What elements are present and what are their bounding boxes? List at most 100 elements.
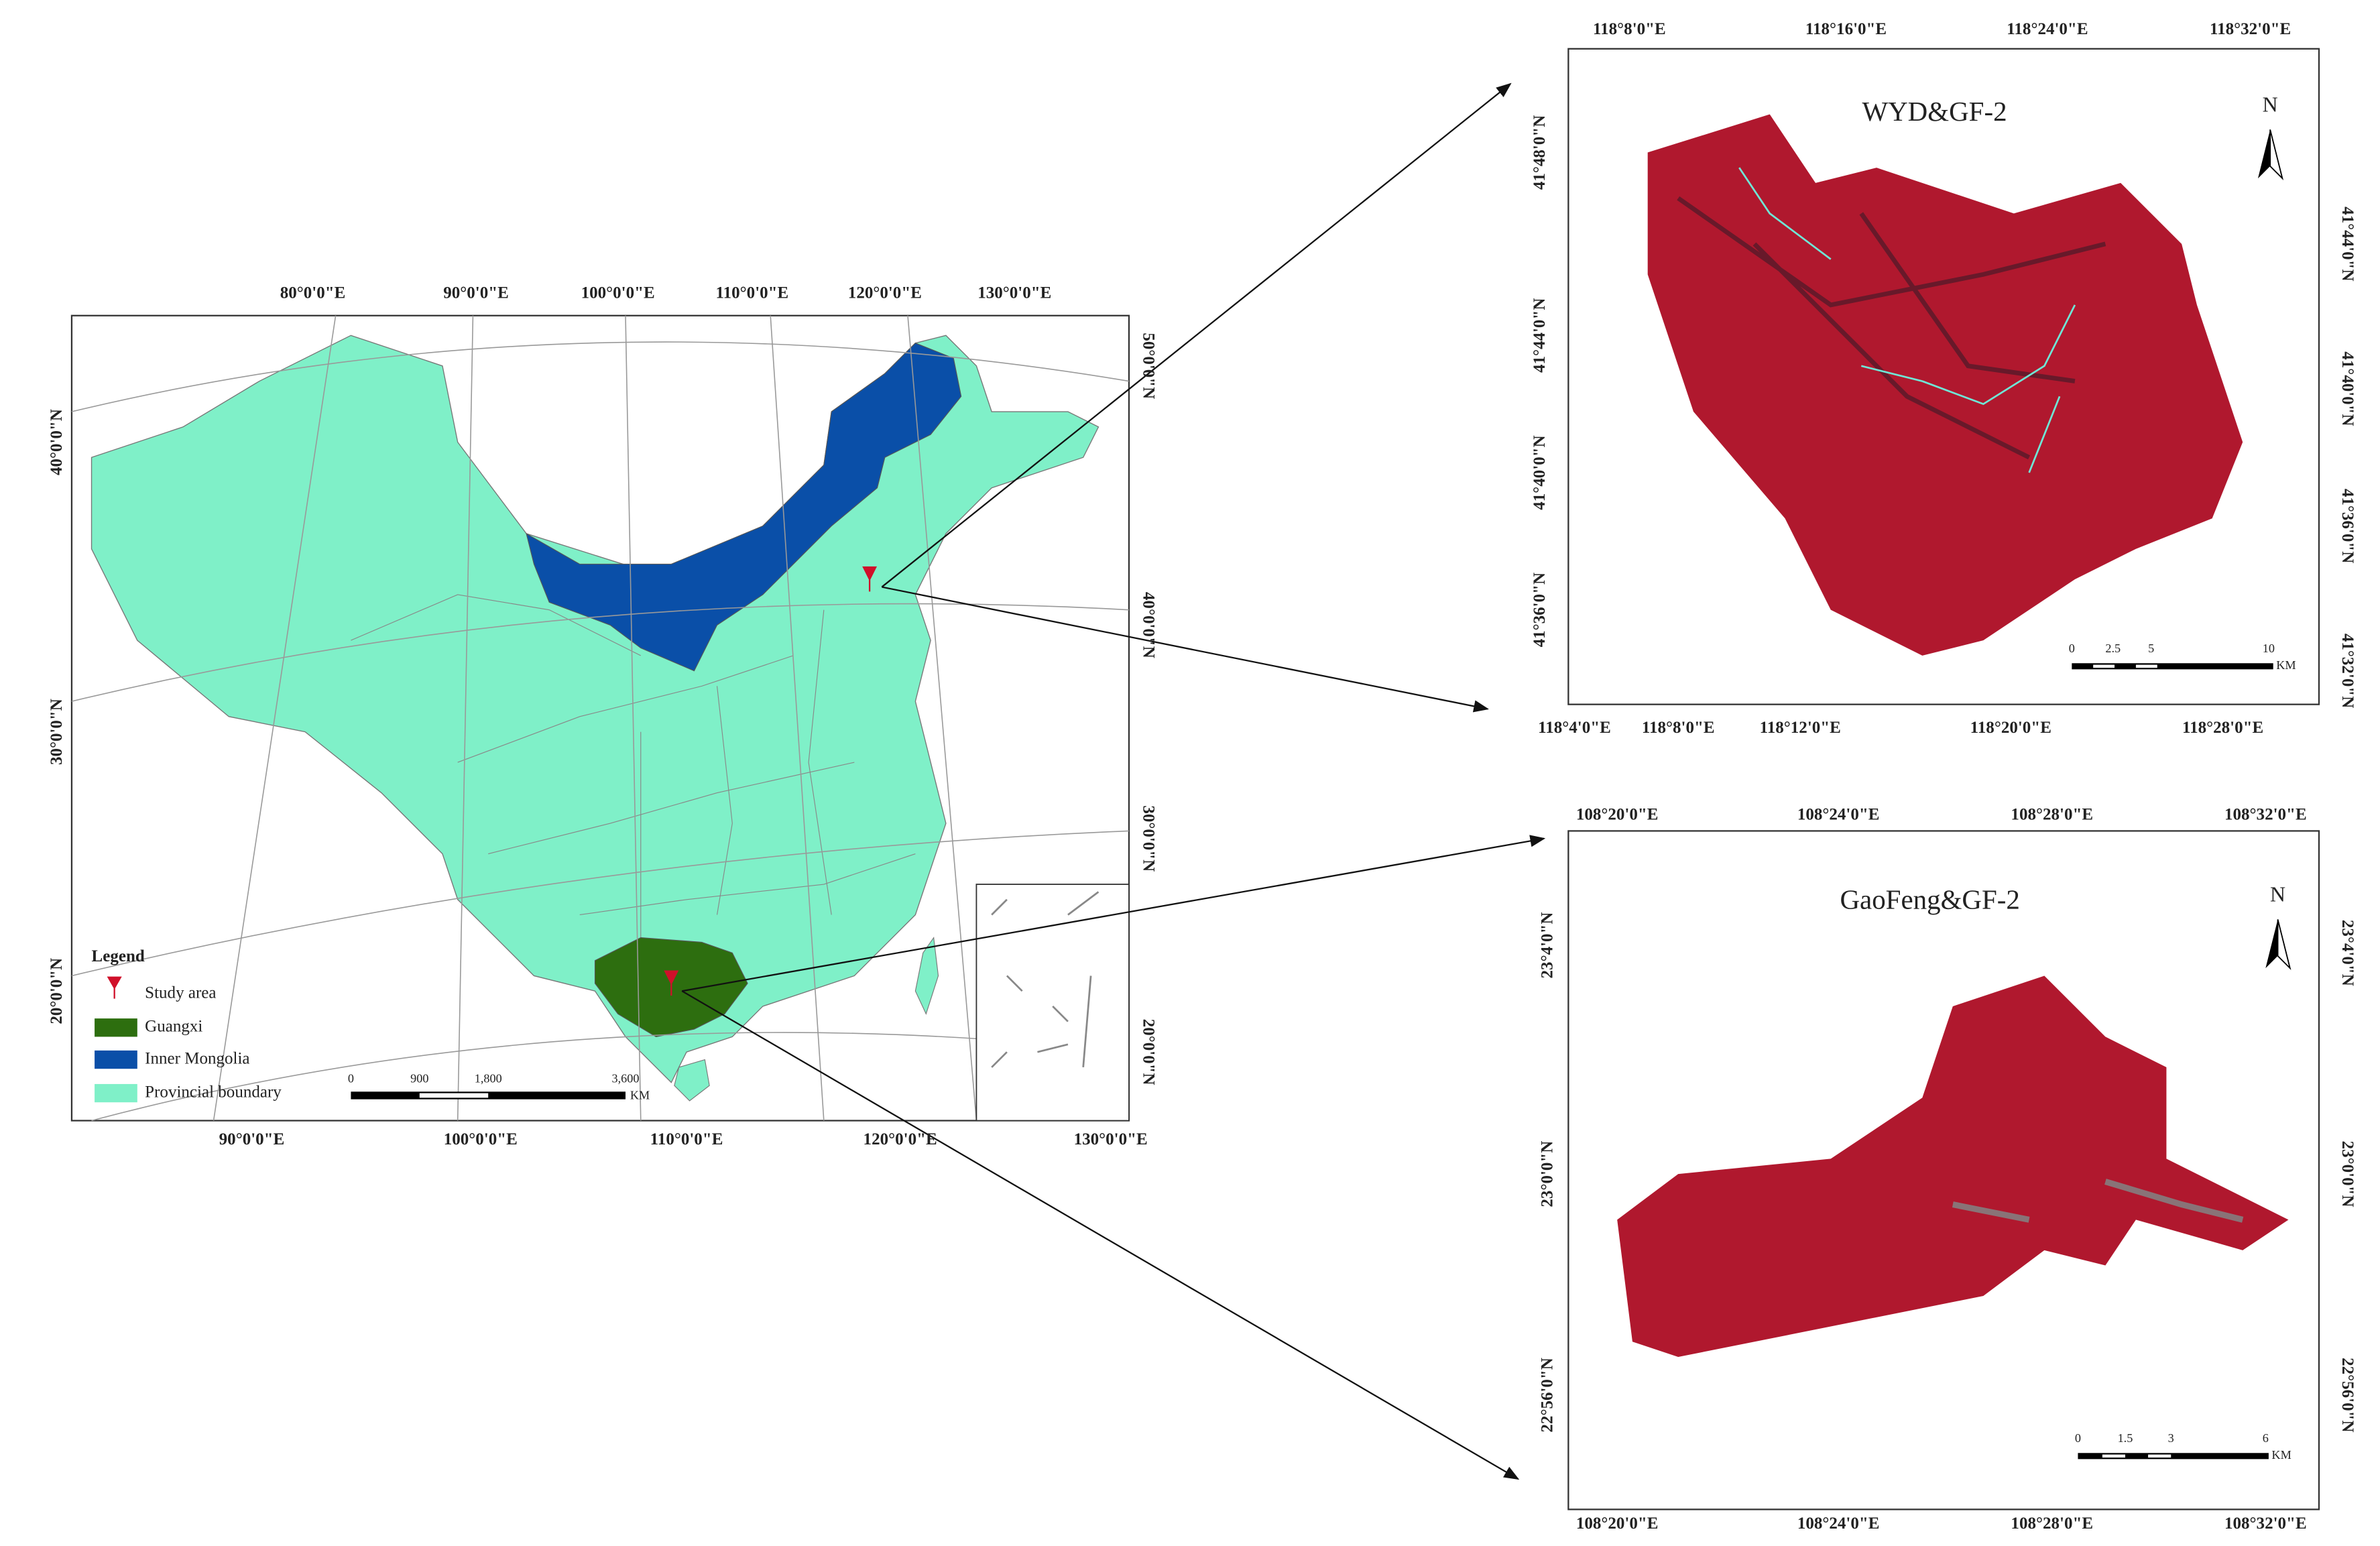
- longitude-label: 118°24'0"E: [2007, 20, 2088, 38]
- scale-tick: 0: [348, 1071, 354, 1085]
- provincial-boundaries: [351, 594, 916, 945]
- legend-item: Study area: [145, 984, 216, 1002]
- latitude-label: 20°0'0"N: [1140, 1019, 1158, 1085]
- latitude-label: 22°56'0"N: [1539, 1358, 1557, 1432]
- longitude-label: 120°0'0"E: [864, 1130, 937, 1148]
- taiwan: [914, 937, 939, 1015]
- north-label: N: [2270, 883, 2285, 906]
- latitude-label: 41°36'0"N: [1531, 573, 1549, 647]
- scale-tick: 6: [2263, 1431, 2269, 1445]
- longitude-label: 110°0'0"E: [716, 284, 789, 302]
- scale-tick: 0: [2075, 1431, 2081, 1445]
- north-label: N: [2263, 93, 2278, 117]
- inset-frame: [975, 884, 1130, 1122]
- longitude-label: 118°8'0"E: [1593, 20, 1666, 38]
- scale-tick: 10: [2263, 642, 2275, 655]
- scale-bar: [2135, 664, 2157, 668]
- legend-item: Provincial boundary: [145, 1083, 282, 1101]
- longitude-label: 108°24'0"E: [1797, 1514, 1880, 1533]
- scale-bar: [2072, 663, 2273, 670]
- raster-texture: [1952, 1179, 2244, 1223]
- latitude-label: 23°0'0"N: [1539, 1141, 1557, 1207]
- longitude-label: 118°20'0"E: [1970, 719, 2051, 737]
- scale-bar: [2093, 664, 2115, 668]
- longitude-label: 130°0'0"E: [977, 284, 1051, 302]
- north-arrow: [2265, 919, 2278, 969]
- longitude-label: 130°0'0"E: [1074, 1130, 1148, 1148]
- latitude-label: 41°40'0"N: [2338, 351, 2357, 426]
- legend-swatch: [95, 1083, 137, 1103]
- scale-tick: 3,600: [612, 1071, 640, 1085]
- latitude-label: 41°44'0"N: [2338, 206, 2357, 281]
- longitude-label: 90°0'0"E: [443, 284, 509, 302]
- scale-unit: KM: [630, 1088, 650, 1102]
- latitude-label: 23°4'0"N: [2338, 920, 2357, 986]
- north-arrow: [2257, 129, 2271, 179]
- hainan: [674, 1059, 710, 1102]
- scale-tick: 900: [410, 1071, 428, 1085]
- legend-item: Inner Mongolia: [145, 1049, 249, 1067]
- scale-bar: [2078, 1453, 2269, 1460]
- panel-title: GaoFeng&GF-2: [1840, 885, 2019, 915]
- scale-tick: 1,800: [475, 1071, 502, 1085]
- latitude-label: 41°44'0"N: [1531, 298, 1549, 373]
- latitude-label: 23°4'0"N: [1539, 912, 1557, 979]
- panel-title: WYD&GF-2: [1862, 97, 2007, 127]
- latitude-label: 41°48'0"N: [1531, 115, 1549, 190]
- scale-bar: [2102, 1454, 2125, 1458]
- scale-bar: [2148, 1454, 2171, 1458]
- inset-islands: [991, 891, 1099, 1068]
- north-arrow: [2277, 919, 2292, 971]
- longitude-label: 118°28'0"E: [2182, 719, 2263, 737]
- latitude-label: 22°56'0"N: [2338, 1358, 2357, 1432]
- graticule: [71, 315, 1130, 1122]
- scale-bar: [419, 1093, 489, 1098]
- scale-unit: KM: [2271, 1448, 2291, 1462]
- scale-unit: KM: [2276, 658, 2296, 672]
- longitude-label: 108°32'0"E: [2224, 1514, 2307, 1533]
- raster-image: [1617, 975, 2289, 1358]
- study-marker: [862, 566, 878, 592]
- longitude-label: 118°32'0"E: [2210, 20, 2291, 38]
- scale-tick: 3: [2168, 1431, 2174, 1445]
- latitude-label: 40°0'0"N: [48, 409, 66, 475]
- study-marker: [664, 970, 679, 996]
- longitude-label: 90°0'0"E: [219, 1130, 285, 1148]
- longitude-label: 108°28'0"E: [2011, 1514, 2093, 1533]
- scale-tick: 2.5: [2105, 642, 2121, 655]
- latitude-label: 23°0'0"N: [2338, 1141, 2357, 1207]
- scale-tick: 5: [2148, 642, 2154, 655]
- longitude-label: 108°24'0"E: [1797, 805, 1880, 823]
- inner-mongolia: [526, 343, 962, 672]
- legend-swatch: [95, 1018, 137, 1037]
- legend-item: Guangxi: [145, 1018, 202, 1036]
- raster-image: [1647, 114, 2243, 656]
- latitude-label: 41°40'0"N: [1531, 435, 1549, 510]
- scale-tick: 1.5: [2118, 1431, 2133, 1445]
- latitude-label: 20°0'0"N: [48, 958, 66, 1024]
- raster-streams: [1738, 167, 2076, 473]
- latitude-label: 40°0'0"N: [1140, 592, 1158, 658]
- raster-texture: [1677, 196, 2106, 460]
- longitude-label: 100°0'0"E: [581, 284, 655, 302]
- longitude-label: 108°20'0"E: [1576, 805, 1659, 823]
- longitude-label: 110°0'0"E: [650, 1130, 723, 1148]
- latitude-label: 41°32'0"N: [2338, 634, 2357, 708]
- longitude-label: 120°0'0"E: [848, 284, 922, 302]
- legend-marker: [107, 976, 122, 999]
- latitude-label: 41°36'0"N: [2338, 489, 2357, 563]
- legend-swatch: [95, 1050, 137, 1069]
- longitude-label: 118°8'0"E: [1642, 719, 1715, 737]
- longitude-label: 108°32'0"E: [2224, 805, 2307, 823]
- latitude-label: 30°0'0"N: [1140, 805, 1158, 872]
- longitude-label: 100°0'0"E: [444, 1130, 518, 1148]
- longitude-label: 108°28'0"E: [2011, 805, 2093, 823]
- longitude-label: 80°0'0"E: [280, 284, 346, 302]
- longitude-label: 118°4'0"E: [1538, 719, 1611, 737]
- north-arrow: [2269, 129, 2284, 181]
- latitude-label: 50°0'0"N: [1140, 333, 1158, 399]
- longitude-label: 108°20'0"E: [1576, 1514, 1659, 1533]
- latitude-label: 30°0'0"N: [48, 699, 66, 765]
- longitude-label: 118°16'0"E: [1805, 20, 1887, 38]
